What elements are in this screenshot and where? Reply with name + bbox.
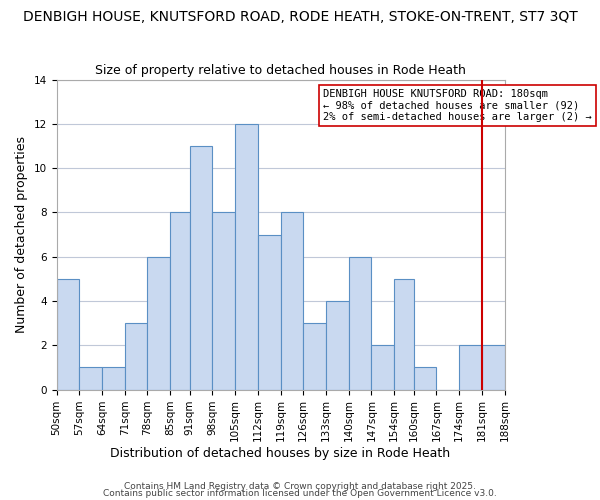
Text: Contains HM Land Registry data © Crown copyright and database right 2025.: Contains HM Land Registry data © Crown c… [124,482,476,491]
Bar [413,368,436,390]
Text: Contains public sector information licensed under the Open Government Licence v3: Contains public sector information licen… [103,490,497,498]
Bar [102,368,125,390]
Text: DENBIGH HOUSE, KNUTSFORD ROAD, RODE HEATH, STOKE-ON-TRENT, ST7 3QT: DENBIGH HOUSE, KNUTSFORD ROAD, RODE HEAT… [23,10,577,24]
Bar [371,346,394,390]
Bar [56,279,79,390]
Bar [258,234,281,390]
Bar [148,256,170,390]
Bar [349,256,371,390]
Bar [394,279,413,390]
Y-axis label: Number of detached properties: Number of detached properties [15,136,28,333]
Bar [281,212,303,390]
Bar [235,124,258,390]
Title: Size of property relative to detached houses in Rode Heath: Size of property relative to detached ho… [95,64,466,77]
Bar [212,212,235,390]
Bar [79,368,102,390]
Bar [190,146,212,390]
Bar [482,346,505,390]
Bar [125,323,148,390]
Bar [459,346,482,390]
Bar [326,301,349,390]
Text: DENBIGH HOUSE KNUTSFORD ROAD: 180sqm
← 98% of detached houses are smaller (92)
2: DENBIGH HOUSE KNUTSFORD ROAD: 180sqm ← 9… [323,89,592,122]
X-axis label: Distribution of detached houses by size in Rode Heath: Distribution of detached houses by size … [110,447,451,460]
Bar [303,323,326,390]
Bar [170,212,190,390]
